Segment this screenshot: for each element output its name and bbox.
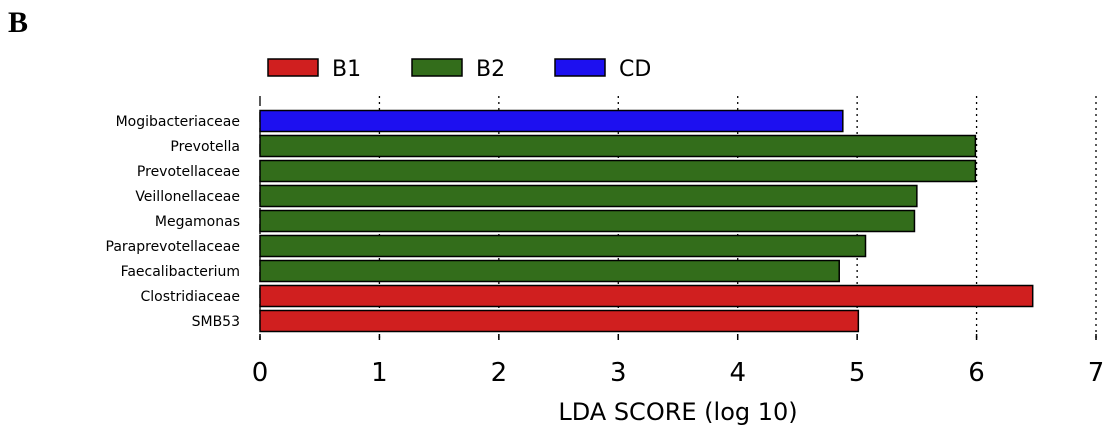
bar-paraprevotellaceae	[259, 234, 867, 258]
bar-veillonellaceae	[259, 184, 918, 208]
panel-letter: B	[8, 6, 29, 39]
category-label: Faecalibacterium	[121, 264, 240, 280]
bar-clostridiaceae	[259, 284, 1034, 308]
x-tick-label: 1	[371, 358, 388, 388]
category-label: Veillonellaceae	[135, 189, 240, 205]
category-label: Paraprevotellaceae	[106, 239, 241, 255]
category-labels: Mogibacteriaceae Prevotella Prevotellaceae…	[106, 114, 241, 330]
x-tick-label: 7	[1088, 358, 1105, 388]
legend: B1 B2 CD	[267, 57, 651, 82]
legend-label-b2: B2	[476, 57, 505, 82]
bar-mogibacteriaceae	[259, 109, 844, 133]
bar-smb53	[259, 309, 860, 333]
x-tick-label: 4	[729, 358, 746, 388]
x-tick-label: 3	[610, 358, 627, 388]
x-tick-label: 6	[968, 358, 985, 388]
x-axis: 0 1 2 3 4 5 6 7	[252, 334, 1105, 388]
category-label: Prevotella	[170, 139, 240, 155]
x-axis-title: LDA SCORE (log 10)	[558, 398, 797, 426]
x-tick-label: 0	[252, 358, 269, 388]
bar-prevotellaceae	[259, 159, 977, 183]
legend-label-b1: B1	[332, 57, 361, 82]
category-label: Megamonas	[155, 214, 240, 230]
bar-prevotella	[259, 134, 977, 158]
bar-faecalibacterium	[259, 259, 840, 283]
bar-megamonas	[259, 209, 916, 233]
x-tick-label: 2	[491, 358, 508, 388]
category-label: Prevotellaceae	[137, 164, 240, 180]
x-tick-label: 5	[849, 358, 866, 388]
category-label: Mogibacteriaceae	[116, 114, 240, 130]
category-label: SMB53	[192, 314, 240, 330]
legend-label-cd: CD	[619, 57, 651, 82]
category-label: Clostridiaceae	[140, 289, 240, 305]
legend-swatch-b2	[411, 58, 463, 77]
bar-layer	[259, 109, 1034, 333]
legend-swatch-cd	[554, 58, 606, 77]
legend-swatch-b1	[267, 58, 319, 77]
